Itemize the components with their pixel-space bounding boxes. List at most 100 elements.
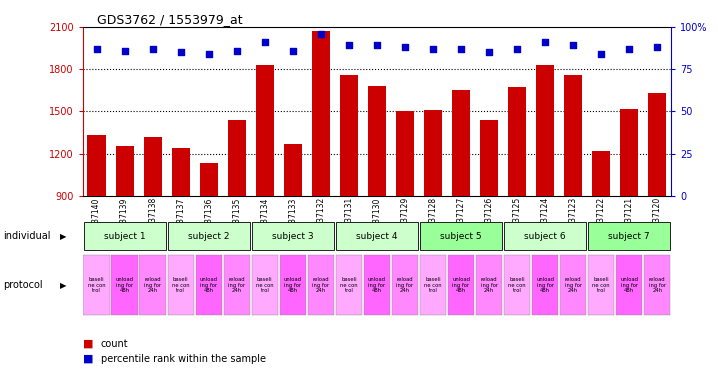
Bar: [424, 110, 442, 196]
Text: baseli
ne con
trol: baseli ne con trol: [424, 277, 442, 293]
Bar: [504, 222, 586, 250]
Point: [455, 46, 467, 52]
Text: reload
ing for
24h: reload ing for 24h: [228, 277, 246, 293]
Text: percentile rank within the sample: percentile rank within the sample: [101, 354, 266, 364]
Text: subject 7: subject 7: [608, 232, 650, 241]
Text: unload
ing for
48h: unload ing for 48h: [284, 277, 302, 293]
Bar: [168, 222, 250, 250]
Text: baseli
ne con
trol: baseli ne con trol: [88, 277, 106, 293]
Bar: [588, 255, 615, 315]
Bar: [195, 255, 222, 315]
Text: reload
ing for
24h: reload ing for 24h: [396, 277, 414, 293]
Point: [651, 44, 663, 50]
Bar: [336, 255, 362, 315]
Text: unload
ing for
48h: unload ing for 48h: [200, 277, 218, 293]
Bar: [256, 65, 274, 196]
Text: unload
ing for
48h: unload ing for 48h: [620, 277, 638, 293]
Point: [175, 49, 187, 55]
Point: [371, 42, 383, 48]
Bar: [228, 120, 246, 196]
Point: [399, 44, 411, 50]
Point: [203, 51, 215, 57]
Bar: [448, 255, 474, 315]
Text: subject 1: subject 1: [104, 232, 146, 241]
Bar: [280, 255, 306, 315]
Bar: [252, 222, 334, 250]
Bar: [116, 146, 134, 196]
Point: [623, 46, 635, 52]
Bar: [144, 137, 162, 196]
Bar: [620, 109, 638, 196]
Bar: [167, 255, 194, 315]
Bar: [392, 255, 418, 315]
Bar: [340, 75, 358, 196]
Bar: [139, 255, 166, 315]
Bar: [172, 148, 190, 196]
Bar: [223, 255, 250, 315]
Text: baseli
ne con
trol: baseli ne con trol: [508, 277, 526, 293]
Point: [91, 46, 103, 52]
Point: [343, 42, 355, 48]
Bar: [504, 255, 531, 315]
Point: [231, 48, 243, 54]
Text: protocol: protocol: [4, 280, 43, 290]
Text: baseli
ne con
trol: baseli ne con trol: [256, 277, 274, 293]
Point: [147, 46, 159, 52]
Point: [119, 48, 131, 54]
Bar: [648, 93, 666, 196]
Bar: [536, 65, 554, 196]
Bar: [420, 222, 502, 250]
Point: [539, 39, 551, 45]
Text: ■: ■: [83, 339, 93, 349]
Bar: [336, 222, 418, 250]
Text: individual: individual: [4, 231, 51, 241]
Point: [259, 39, 271, 45]
Bar: [396, 111, 414, 196]
Text: subject 2: subject 2: [188, 232, 230, 241]
Bar: [508, 88, 526, 196]
Text: unload
ing for
48h: unload ing for 48h: [536, 277, 554, 293]
Text: subject 6: subject 6: [524, 232, 566, 241]
Point: [287, 48, 299, 54]
Point: [595, 51, 607, 57]
Bar: [284, 144, 302, 196]
Text: unload
ing for
48h: unload ing for 48h: [368, 277, 386, 293]
Bar: [251, 255, 278, 315]
Bar: [476, 255, 503, 315]
Bar: [312, 31, 330, 196]
Text: subject 5: subject 5: [440, 232, 482, 241]
Text: unload
ing for
48h: unload ing for 48h: [452, 277, 470, 293]
Text: ▶: ▶: [60, 281, 66, 290]
Text: baseli
ne con
trol: baseli ne con trol: [172, 277, 190, 293]
Text: baseli
ne con
trol: baseli ne con trol: [340, 277, 358, 293]
Text: reload
ing for
24h: reload ing for 24h: [564, 277, 582, 293]
Bar: [560, 255, 587, 315]
Bar: [452, 90, 470, 196]
Text: reload
ing for
24h: reload ing for 24h: [649, 277, 666, 293]
Bar: [83, 255, 110, 315]
Bar: [420, 255, 446, 315]
Point: [427, 46, 439, 52]
Text: unload
ing for
48h: unload ing for 48h: [116, 277, 134, 293]
Text: ■: ■: [83, 354, 93, 364]
Bar: [644, 255, 671, 315]
Bar: [364, 255, 390, 315]
Bar: [111, 255, 138, 315]
Text: GDS3762 / 1553979_at: GDS3762 / 1553979_at: [97, 13, 243, 26]
Text: reload
ing for
24h: reload ing for 24h: [144, 277, 162, 293]
Point: [315, 31, 327, 37]
Text: reload
ing for
24h: reload ing for 24h: [312, 277, 330, 293]
Bar: [88, 135, 106, 196]
Bar: [532, 255, 559, 315]
Point: [511, 46, 523, 52]
Bar: [592, 151, 610, 196]
Text: reload
ing for
24h: reload ing for 24h: [480, 277, 498, 293]
Bar: [368, 86, 386, 196]
Text: count: count: [101, 339, 128, 349]
Point: [567, 42, 579, 48]
Bar: [564, 75, 582, 196]
Text: baseli
ne con
trol: baseli ne con trol: [592, 277, 610, 293]
Text: ▶: ▶: [60, 232, 66, 241]
Bar: [308, 255, 334, 315]
Bar: [200, 164, 218, 196]
